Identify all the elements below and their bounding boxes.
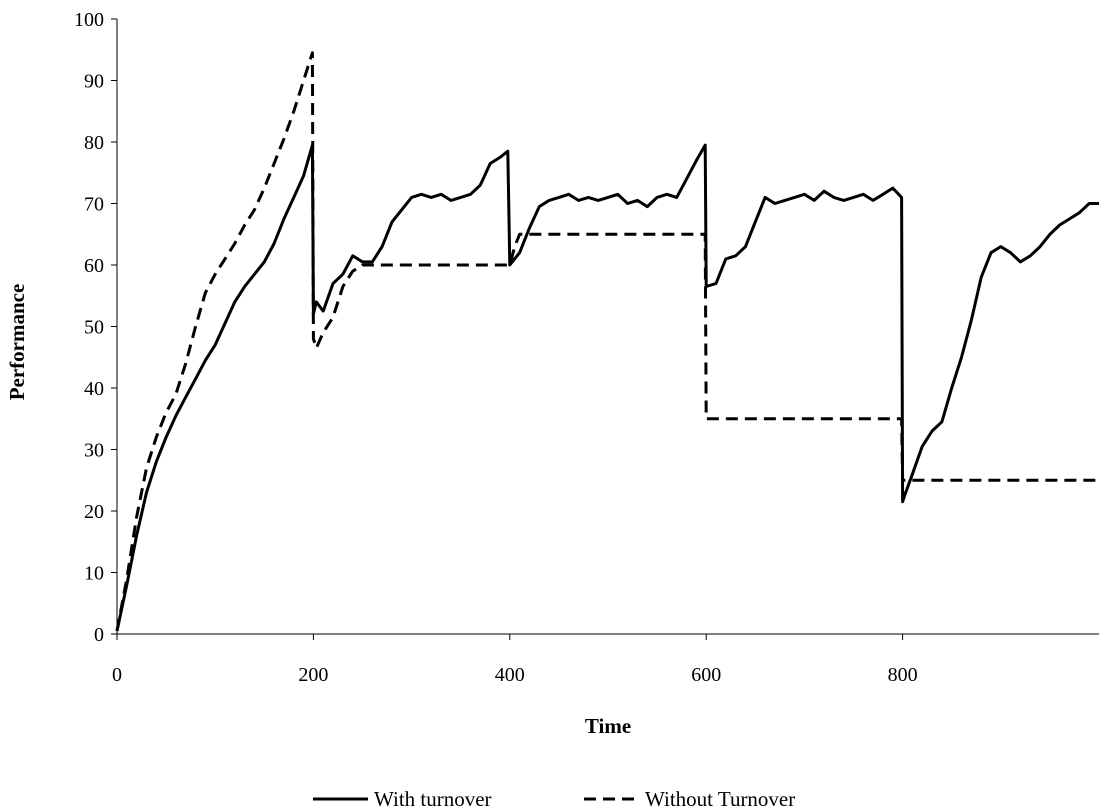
x-tick-label: 800 [888, 664, 918, 686]
x-tick-label: 400 [495, 664, 525, 686]
y-tick-label: 10 [84, 563, 104, 585]
series-layer [115, 51, 1099, 632]
y-axis-ticks: 0 10 20 30 40 50 60 70 80 90 100 [74, 9, 117, 646]
legend-label-with-turnover: With turnover [374, 787, 492, 811]
y-tick-label: 50 [84, 317, 104, 339]
x-axis-ticks: 0 200 400 600 800 [112, 634, 918, 686]
series-line-with-turnover [115, 143, 1099, 632]
y-tick-label: 0 [94, 624, 104, 646]
y-tick-label: 80 [84, 132, 104, 154]
x-axis-title: Time [585, 714, 631, 738]
y-tick-label: 90 [84, 71, 104, 93]
axes [116, 19, 1099, 635]
y-axis-title: Performance [5, 284, 29, 401]
y-tick-label: 20 [84, 501, 104, 523]
legend: With turnover Without Turnover [313, 787, 795, 811]
x-tick-label: 0 [112, 664, 122, 686]
y-tick-label: 40 [84, 378, 104, 400]
x-tick-label: 600 [691, 664, 721, 686]
y-tick-label: 30 [84, 440, 104, 462]
x-tick-label: 200 [298, 664, 328, 686]
y-tick-label: 60 [84, 255, 104, 277]
y-tick-label: 100 [74, 9, 104, 31]
legend-label-without-turnover: Without Turnover [645, 787, 795, 811]
series-line-without-turnover [115, 51, 1099, 632]
y-tick-label: 70 [84, 194, 104, 216]
